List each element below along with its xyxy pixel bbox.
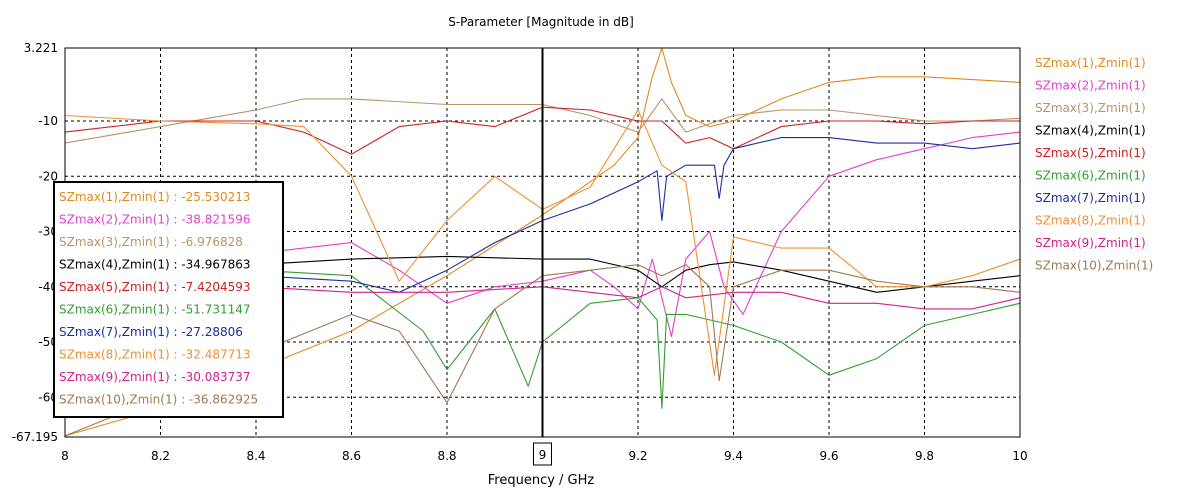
marker-readout-entry: SZmax(8),Zmin(1) : -32.487713 xyxy=(59,348,251,362)
series-line xyxy=(64,137,1021,293)
frequency-marker[interactable]: 9 xyxy=(533,48,552,466)
y-tick-label: -67.195 xyxy=(12,430,58,444)
marker-label: 9 xyxy=(539,448,547,462)
y-tick-label: -20 xyxy=(38,169,58,183)
legend-entry: SZmax(7),Zmin(1) xyxy=(1035,191,1146,205)
x-tick-label: 8 xyxy=(61,449,69,463)
series-line xyxy=(64,264,1021,437)
marker-label-box[interactable] xyxy=(533,442,552,466)
series-line xyxy=(64,98,1021,144)
x-tick-label: 8.2 xyxy=(151,449,170,463)
marker-readout-entry: SZmax(3),Zmin(1) : -6.976828 xyxy=(59,235,243,249)
x-tick-label: 8.6 xyxy=(342,449,361,463)
y-tick-label: 3.221 xyxy=(24,41,58,55)
x-tick-label: 9.4 xyxy=(724,449,743,463)
readout-box-frame[interactable] xyxy=(53,181,284,418)
legend-entry: SZmax(6),Zmin(1) xyxy=(1035,169,1146,183)
x-tick-label: 9.6 xyxy=(819,449,838,463)
legend-entry: SZmax(5),Zmin(1) xyxy=(1035,146,1146,160)
legend-entry: SZmax(2),Zmin(1) xyxy=(1035,79,1146,93)
marker-readout-entry: SZmax(10),Zmin(1) : -36.862925 xyxy=(59,393,258,407)
series-line xyxy=(64,255,1021,293)
marker-readout-entry: SZmax(5),Zmin(1) : -7.4204593 xyxy=(59,280,251,294)
x-tick-label: 8.4 xyxy=(246,449,265,463)
legend-entry: SZmax(9),Zmin(1) xyxy=(1035,236,1146,250)
chart-title: S-Parameter [Magnitude in dB] xyxy=(448,15,634,29)
marker-readout-entry: SZmax(2),Zmin(1) : -38.821596 xyxy=(59,213,251,227)
marker-readout-entry: SZmax(9),Zmin(1) : -30.083737 xyxy=(59,370,251,384)
legend-entry: SZmax(10),Zmin(1) xyxy=(1035,259,1153,273)
series-lines xyxy=(64,47,1021,437)
marker-readout-entry: SZmax(1),Zmin(1) : -25.530213 xyxy=(59,190,251,204)
x-tick-label: 9.2 xyxy=(628,449,647,463)
legend-entry: SZmax(1),Zmin(1) xyxy=(1035,56,1146,70)
legend-entry: SZmax(3),Zmin(1) xyxy=(1035,101,1146,115)
x-tick-label: 9.8 xyxy=(915,449,934,463)
x-axis-label: Frequency / GHz xyxy=(488,473,595,488)
marker-readout-entry: SZmax(6),Zmin(1) : -51.731147 xyxy=(59,303,251,317)
marker-readout-entry: SZmax(7),Zmin(1) : -27.28806 xyxy=(59,325,243,339)
y-tick-label: -10 xyxy=(38,114,58,128)
series-line xyxy=(64,109,1021,376)
series-line xyxy=(64,264,1021,409)
marker-readout-entry: SZmax(4),Zmin(1) : -34.967863 xyxy=(59,258,251,272)
series-line xyxy=(64,131,1021,338)
series-line xyxy=(64,106,1020,155)
x-tick-label: 10 xyxy=(1012,449,1027,463)
legend-entry: SZmax(8),Zmin(1) xyxy=(1035,214,1146,228)
marker-readout-box[interactable]: SZmax(1),Zmin(1) : -25.530213 SZmax(2),Zm… xyxy=(53,181,284,418)
legend-entry: SZmax(4),Zmin(1) xyxy=(1035,124,1146,138)
legend: SZmax(1),Zmin(1) SZmax(2),Zmin(1) SZmax(3)… xyxy=(1035,56,1153,273)
x-tick-label: 8.8 xyxy=(437,449,456,463)
series-line xyxy=(65,286,1021,310)
